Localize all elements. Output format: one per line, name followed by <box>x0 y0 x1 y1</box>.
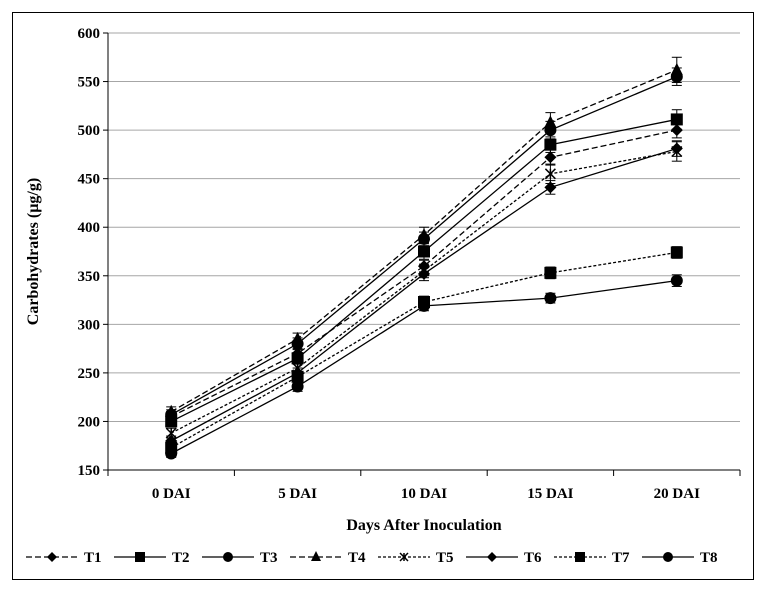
marker-circle <box>544 292 557 305</box>
marker-triangle <box>670 62 683 75</box>
marker-circle <box>223 552 233 562</box>
legend-item-T2: T2 <box>114 550 190 566</box>
y-tick-label: 150 <box>78 463 101 479</box>
marker-circle <box>165 447 178 460</box>
legend-item-T7: T7 <box>554 550 630 566</box>
legend-item-T6: T6 <box>466 550 542 566</box>
y-tick-label: 600 <box>78 26 101 42</box>
series-group <box>165 56 683 460</box>
marker-square <box>418 245 430 258</box>
y-tick-label: 550 <box>78 75 101 91</box>
legend-item-T1: T1 <box>26 550 102 566</box>
legend-label: T1 <box>84 550 102 566</box>
marker-triangle <box>291 331 304 344</box>
marker-diamond <box>544 181 557 194</box>
marker-square <box>291 352 304 365</box>
marker-square <box>670 246 683 259</box>
axes: 150 200 250 300 350 400 450 500 550 600 0 DAI 5 DAI… <box>78 26 741 502</box>
legend-item-T3: T3 <box>202 550 278 566</box>
marker-triangle <box>311 551 321 561</box>
y-tick-label: 450 <box>78 172 101 188</box>
chart-frame <box>12 12 754 580</box>
marker-circle <box>663 552 673 562</box>
series-line <box>170 150 677 434</box>
marker-diamond <box>47 552 57 562</box>
labels: Days After Inoculation Carbohydrates (µg… <box>25 178 502 534</box>
marker-diamond <box>418 267 430 280</box>
series-T6 <box>165 140 683 447</box>
x-tick-label: 15 DAI <box>527 486 573 502</box>
marker-triangle <box>165 404 178 417</box>
marker-star <box>399 552 409 562</box>
legend-label: T4 <box>348 550 366 566</box>
marker-square <box>575 552 585 562</box>
series-T5 <box>165 141 683 439</box>
marker-circle <box>670 274 683 287</box>
marker-star <box>544 168 556 180</box>
legend-item-T5: T5 <box>378 550 454 566</box>
series-T3 <box>165 67 683 421</box>
legend-label: T8 <box>700 550 718 566</box>
marker-triangle <box>418 227 430 240</box>
x-tick-label: 5 DAI <box>278 486 317 502</box>
marker-square <box>135 552 145 562</box>
marker-square <box>544 138 557 151</box>
series-line <box>170 251 677 449</box>
marker-square <box>544 266 557 279</box>
x-axis-title: Days After Inoculation <box>346 517 501 534</box>
y-tick-label: 400 <box>78 220 101 236</box>
y-axis-title: Carbohydrates (µg/g) <box>25 178 42 325</box>
series-T8 <box>165 274 683 460</box>
marker-square <box>291 370 304 383</box>
y-tick-label: 300 <box>78 317 101 333</box>
series-T4 <box>165 56 683 418</box>
legend-label: T7 <box>612 550 630 566</box>
y-tick-label: 250 <box>78 366 101 382</box>
series-line <box>170 147 677 442</box>
marker-diamond <box>544 151 557 164</box>
legend-label: T6 <box>524 550 542 566</box>
x-tick-label: 10 DAI <box>401 486 447 502</box>
x-tick-label: 20 DAI <box>654 486 700 502</box>
marker-diamond <box>487 552 497 562</box>
marker-triangle <box>544 115 557 128</box>
y-tick-label: 350 <box>78 269 101 285</box>
legend-label: T5 <box>436 550 454 566</box>
legend-item-T4: T4 <box>290 550 366 566</box>
legend-item-T8: T8 <box>642 550 718 566</box>
marker-circle <box>418 299 430 312</box>
y-tick-label: 500 <box>78 123 101 139</box>
legend-label: T3 <box>260 550 278 566</box>
y-tick-label: 200 <box>78 414 101 430</box>
marker-square <box>670 113 683 126</box>
marker-diamond <box>670 124 683 137</box>
series-line <box>170 129 677 418</box>
legend: T1 T2 T3 T4 T5 T6 T7 T8 <box>26 550 718 566</box>
x-tick-label: 0 DAI <box>152 486 191 502</box>
legend-label: T2 <box>172 550 190 566</box>
marker-diamond <box>670 142 683 155</box>
marker-circle <box>291 380 304 393</box>
